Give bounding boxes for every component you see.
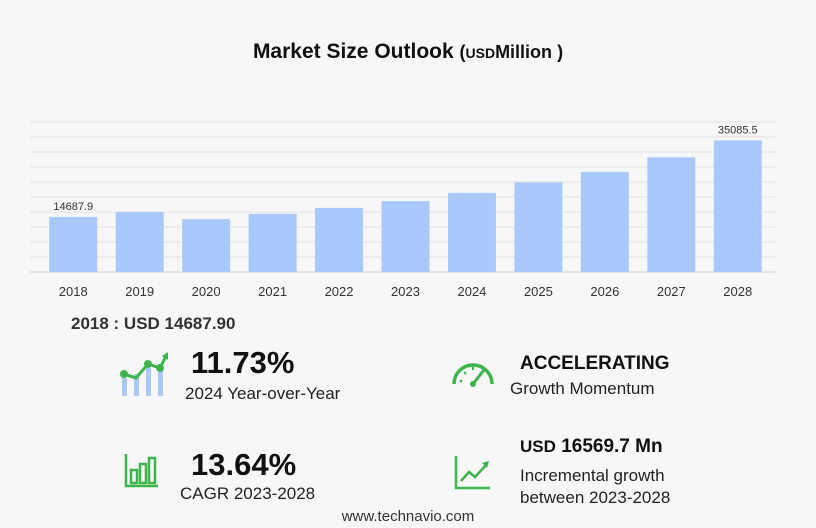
trend-up-icon	[454, 456, 490, 490]
x-tick-label: 2021	[258, 284, 287, 299]
chart-unit: (USDMillion )	[459, 42, 564, 62]
incremental-value: USD 16569.7 Mn	[520, 436, 663, 458]
x-tick-label: 2022	[325, 284, 354, 299]
bar-2024	[447, 192, 496, 272]
x-tick-label: 2026	[590, 284, 619, 299]
bar-chart: 2018 14687.9 2019 2020 2021 2022 2023 2024 2025 2…	[30, 121, 775, 299]
yoy-value: 11.73%	[191, 345, 295, 380]
incremental-currency: USD	[520, 437, 556, 456]
bar-2023	[381, 201, 430, 272]
bar-2025	[514, 182, 563, 272]
x-tick-label: 2018	[59, 284, 88, 299]
incremental-label-line2: between 2023-2028	[520, 488, 671, 507]
momentum-value: ACCELERATING	[520, 353, 670, 374]
bar-2018	[49, 216, 98, 272]
x-tick-label: 2023	[391, 284, 420, 299]
incremental-label-line1: Incremental growth	[520, 466, 665, 485]
chart-title: Market Size Outlook (USDMillion )	[0, 40, 816, 64]
speedometer-icon	[452, 363, 494, 387]
x-tick-label: 2025	[524, 284, 553, 299]
cagr-value: 13.64%	[191, 447, 297, 482]
bar-2026	[580, 171, 629, 272]
bar-2020	[182, 219, 231, 272]
bar-2028	[713, 140, 762, 272]
cagr-label: CAGR 2023-2028	[180, 484, 316, 503]
growth-chart-icon	[120, 352, 168, 396]
bar-2022	[315, 207, 364, 272]
footer-url: www.technavio.com	[341, 508, 475, 525]
x-tick-label: 2020	[192, 284, 221, 299]
unit-label: USD	[465, 45, 496, 61]
x-tick-label: 2024	[457, 284, 486, 299]
bar-2019	[115, 212, 164, 272]
base-year-summary: 2018 : USD 14687.90	[71, 314, 236, 333]
data-label: 35085.5	[718, 124, 758, 136]
unit-suffix: Million	[495, 42, 553, 62]
incremental-amount: 16569.7 Mn	[561, 436, 663, 457]
x-tick-label: 2019	[125, 284, 154, 299]
momentum-label: Growth Momentum	[510, 379, 655, 398]
x-tick-label: 2028	[723, 284, 752, 299]
bar-2027	[647, 157, 696, 272]
chart-title-text: Market Size Outlook	[252, 40, 454, 63]
data-label: 14687.9	[53, 201, 93, 213]
x-tick-label: 2027	[657, 284, 686, 299]
bar-chart-icon	[124, 454, 158, 488]
bar-2021	[248, 213, 297, 272]
yoy-label: 2024 Year-over-Year	[185, 384, 341, 403]
